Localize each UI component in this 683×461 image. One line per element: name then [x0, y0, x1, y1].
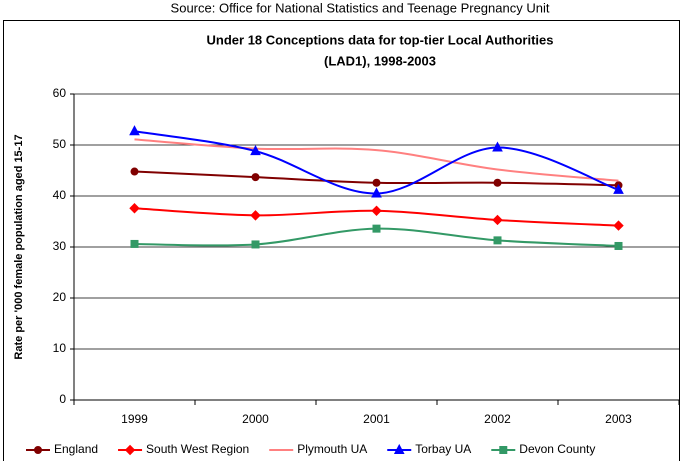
data-point — [371, 187, 382, 198]
data-point — [372, 178, 381, 187]
data-point — [129, 203, 140, 214]
y-axis-label: Rate per '000 female population aged 15-… — [13, 134, 25, 359]
y-tick-label: 0 — [59, 392, 66, 406]
legend-label: South West Region — [146, 442, 249, 456]
legend-marker — [393, 443, 405, 454]
data-point — [251, 173, 260, 182]
data-point — [371, 205, 382, 216]
data-point — [493, 236, 502, 245]
x-tick-label: 2003 — [605, 412, 632, 426]
chart-subtitle: (LAD1), 1998-2003 — [324, 53, 436, 68]
x-tick-label: 2000 — [242, 412, 269, 426]
data-point — [129, 125, 140, 136]
data-point — [492, 214, 503, 226]
y-tick-label: 50 — [53, 137, 67, 151]
data-point — [251, 240, 260, 249]
y-tick-label: 60 — [53, 86, 67, 100]
legend-marker — [34, 446, 42, 454]
data-point — [613, 220, 624, 231]
chart-frame — [3, 20, 680, 461]
legend-label: Torbay UA — [415, 442, 471, 456]
x-tick-label: 2001 — [363, 412, 390, 426]
x-tick-label: 2002 — [484, 412, 511, 426]
data-point — [372, 224, 381, 233]
y-tick-label: 20 — [53, 290, 67, 304]
data-point — [130, 167, 139, 176]
legend-label: Plymouth UA — [297, 442, 367, 456]
data-point — [614, 241, 623, 250]
y-tick-label: 40 — [53, 188, 67, 202]
chart-title: Under 18 Conceptions data for top-tier L… — [207, 32, 554, 47]
series-line — [134, 138, 619, 182]
y-tick-label: 10 — [53, 341, 67, 355]
legend-marker — [124, 444, 136, 456]
legend-marker — [499, 446, 508, 454]
data-point — [250, 145, 261, 156]
data-point — [130, 239, 139, 248]
data-point — [492, 141, 503, 152]
source-note: Source: Office for National Statistics a… — [171, 0, 550, 15]
legend-label: Devon County — [519, 442, 595, 456]
y-tick-label: 30 — [53, 239, 67, 253]
x-tick-label: 1999 — [121, 412, 148, 426]
data-point — [250, 210, 261, 221]
legend-label: England — [54, 442, 98, 456]
data-point — [493, 178, 502, 187]
data-point — [613, 183, 624, 194]
